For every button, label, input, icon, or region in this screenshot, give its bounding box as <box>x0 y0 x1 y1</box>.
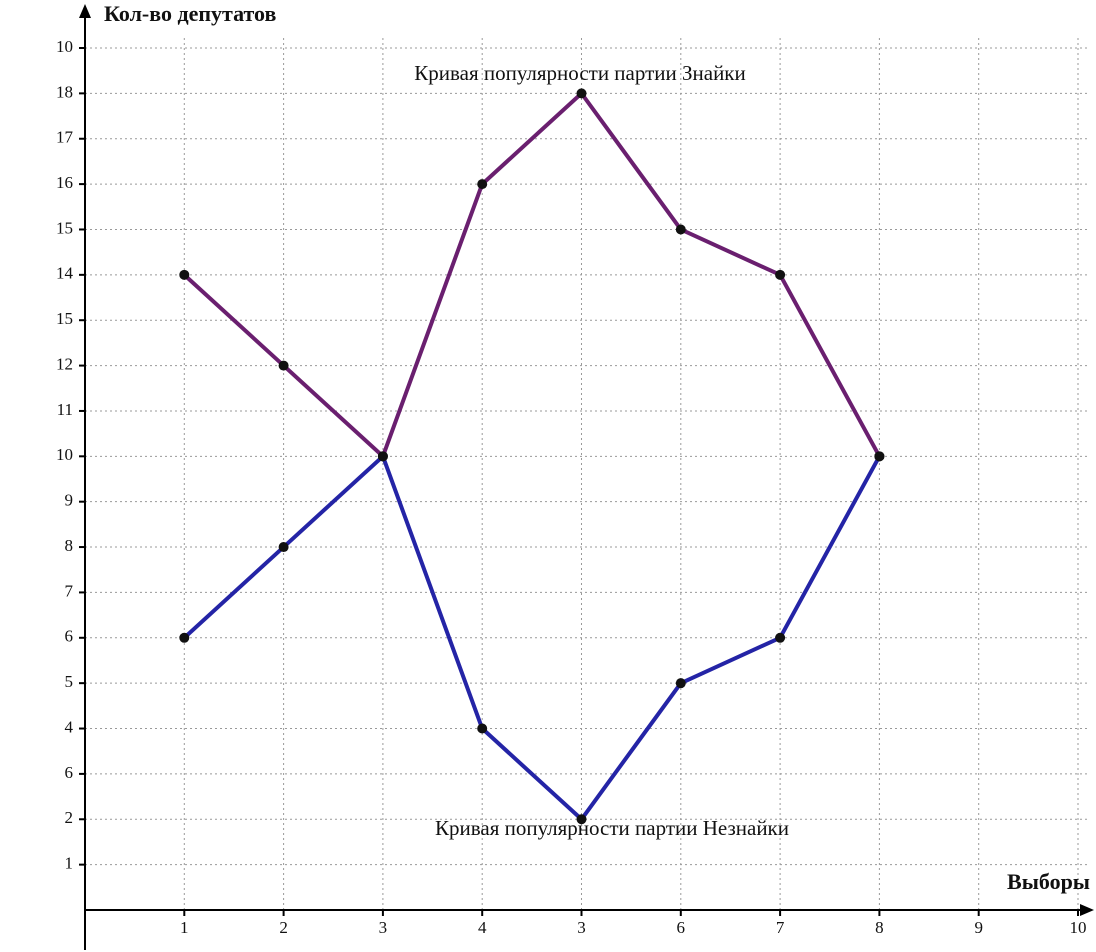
series-label: Кривая популярности партии Знайки <box>414 61 746 85</box>
y-tick-label: 11 <box>57 400 73 419</box>
y-tick-label: 6 <box>65 763 74 782</box>
x-tick-label: 8 <box>875 918 884 937</box>
data-point <box>477 723 488 734</box>
x-axis-label: Выборы <box>1007 869 1090 894</box>
y-tick-label: 4 <box>65 717 74 736</box>
y-tick-label: 7 <box>65 581 74 600</box>
data-point <box>675 224 686 235</box>
y-tick-label: 6 <box>65 627 74 646</box>
x-tick-label: 3 <box>577 918 586 937</box>
data-point <box>576 814 587 825</box>
y-tick-label: 15 <box>56 309 73 328</box>
data-point <box>477 179 488 190</box>
y-tick-label: 15 <box>56 218 73 237</box>
y-tick-label: 18 <box>56 82 73 101</box>
y-tick-label: 2 <box>65 808 74 827</box>
x-axis-arrow <box>1080 904 1094 916</box>
y-tick-label: 16 <box>56 173 73 192</box>
data-point <box>775 269 786 280</box>
data-point <box>874 451 885 462</box>
series-label: Кривая популярности партии Незнайки <box>435 816 789 840</box>
x-tick-label: 4 <box>478 918 487 937</box>
x-tick-label: 3 <box>379 918 388 937</box>
grid <box>85 38 1090 910</box>
x-tick-label: 7 <box>776 918 785 937</box>
data-point <box>775 632 786 643</box>
x-tick-label: 9 <box>974 918 983 937</box>
x-tick-label: 2 <box>279 918 288 937</box>
data-point <box>179 632 190 643</box>
data-point <box>675 678 686 689</box>
data-point <box>179 269 190 280</box>
y-tick-label: 1 <box>65 854 74 873</box>
y-tick-label: 14 <box>56 264 74 283</box>
x-tick-label: 10 <box>1070 918 1087 937</box>
data-point <box>278 360 289 371</box>
data-point <box>377 451 388 462</box>
y-tick-label: 12 <box>56 354 73 373</box>
x-tick-label: 6 <box>677 918 686 937</box>
y-tick-label: 17 <box>56 128 74 147</box>
y-tick-label: 9 <box>65 491 74 510</box>
data-point <box>576 88 587 99</box>
y-tick-label: 8 <box>65 536 74 555</box>
y-tick-label: 10 <box>56 37 73 56</box>
data-point <box>278 542 289 553</box>
y-tick-label: 10 <box>56 445 73 464</box>
y-tick-label: 5 <box>65 672 74 691</box>
y-axis-arrow <box>79 4 91 18</box>
x-tick-label: 1 <box>180 918 189 937</box>
y-axis-label: Кол-во депутатов <box>104 1 277 26</box>
series-line <box>182 91 882 459</box>
series-line <box>182 454 882 822</box>
